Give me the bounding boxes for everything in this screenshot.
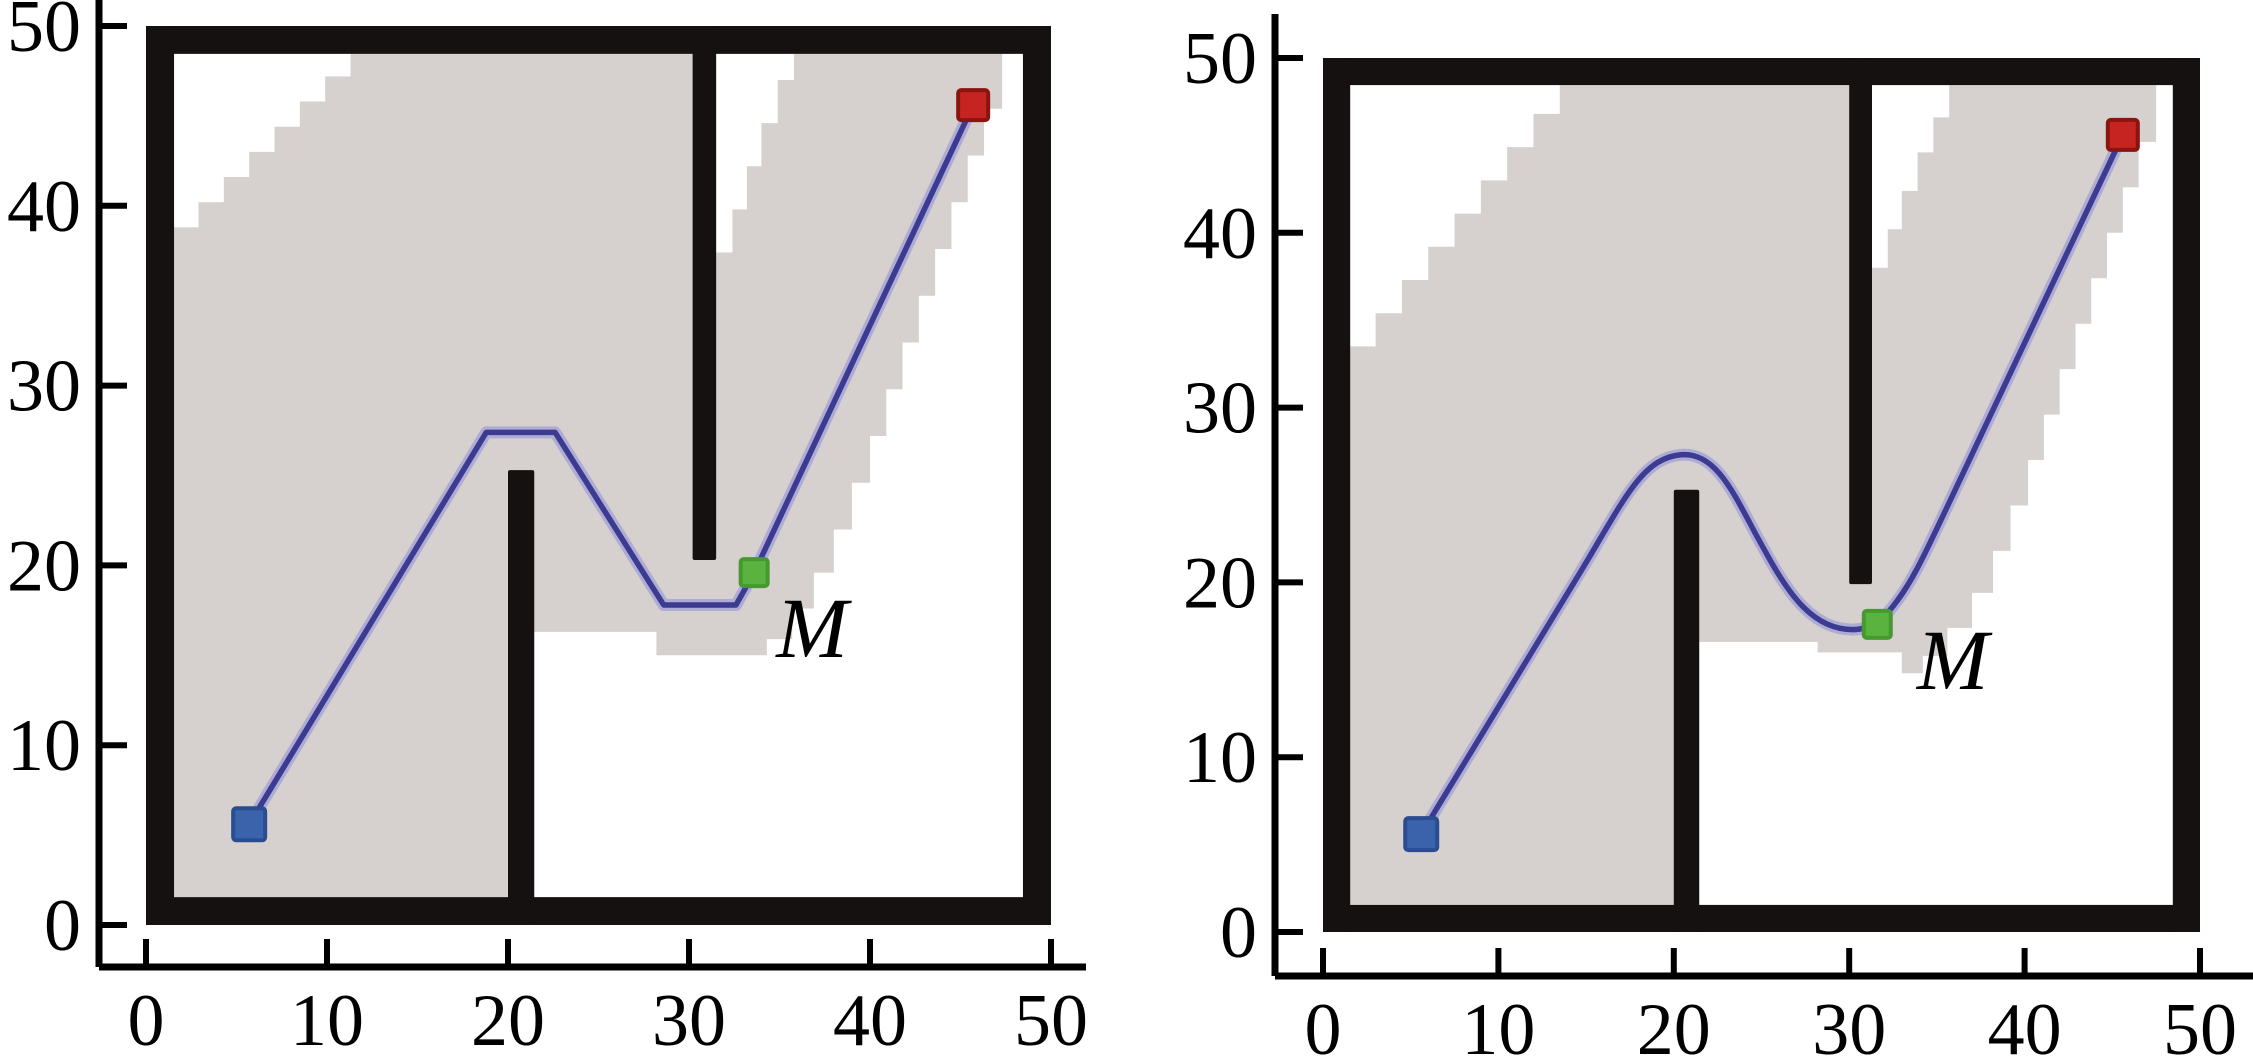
y-tick-label: 10 [7, 705, 81, 787]
x-tick-label: 0 [1305, 989, 1342, 1060]
wall-bottom [1323, 904, 2200, 932]
y-tick-label: 20 [1183, 542, 1257, 624]
x-tick-label: 10 [290, 980, 364, 1060]
x-tick-label: 40 [1988, 989, 2062, 1060]
plot-right: 0 10 20 30 40 50 0 10 20 30 40 50 M [1183, 14, 2253, 1060]
wall-partition [1849, 58, 1873, 585]
goal-marker [2105, 117, 2140, 152]
x-tick-label: 30 [652, 980, 726, 1060]
y-tick-label: 50 [1183, 18, 1257, 100]
y-tick-label: 30 [7, 346, 81, 428]
x-tick-label: 20 [471, 980, 545, 1060]
wall-right [2172, 58, 2200, 932]
midpoint-label: M [774, 580, 852, 676]
wall-partition [692, 26, 717, 561]
explored-region [1349, 85, 2157, 905]
y-tick-label: 0 [1220, 892, 1257, 974]
y-tick-label: 40 [7, 166, 81, 248]
x-tick-label: 10 [1461, 989, 1535, 1060]
robot-path [1418, 132, 2126, 837]
wall-left [1323, 58, 1351, 932]
wall-partition [508, 470, 535, 925]
x-tick-label: 0 [128, 980, 165, 1060]
x-tick-label: 40 [833, 980, 907, 1060]
plot-left: 0 10 20 30 40 50 0 10 20 30 40 50 M [7, 0, 1088, 1060]
y-tick-label: 40 [1183, 193, 1257, 275]
y-tick-label: 30 [1183, 368, 1257, 450]
wall-bottom [146, 897, 1051, 925]
midpoint-label: M [1915, 612, 1993, 708]
x-tick-label: 20 [1637, 989, 1711, 1060]
x-tick-label: 50 [1014, 980, 1088, 1060]
start-marker [231, 806, 268, 843]
x-tick-label: 50 [2163, 989, 2237, 1060]
wall-top [146, 26, 1051, 54]
y-tick-label: 0 [44, 885, 81, 967]
y-tick-label: 50 [7, 0, 81, 68]
start-marker [1403, 816, 1440, 853]
y-tick-label: 10 [1183, 717, 1257, 799]
wall-right [1022, 26, 1051, 925]
mid-marker [738, 557, 770, 589]
wall-partition [1673, 489, 1700, 932]
wall-top [1323, 58, 2200, 86]
y-tick-label: 20 [7, 525, 81, 607]
mid-marker [1861, 608, 1893, 640]
wall-left [146, 26, 175, 925]
x-tick-label: 30 [1812, 989, 1886, 1060]
goal-marker [956, 88, 991, 123]
